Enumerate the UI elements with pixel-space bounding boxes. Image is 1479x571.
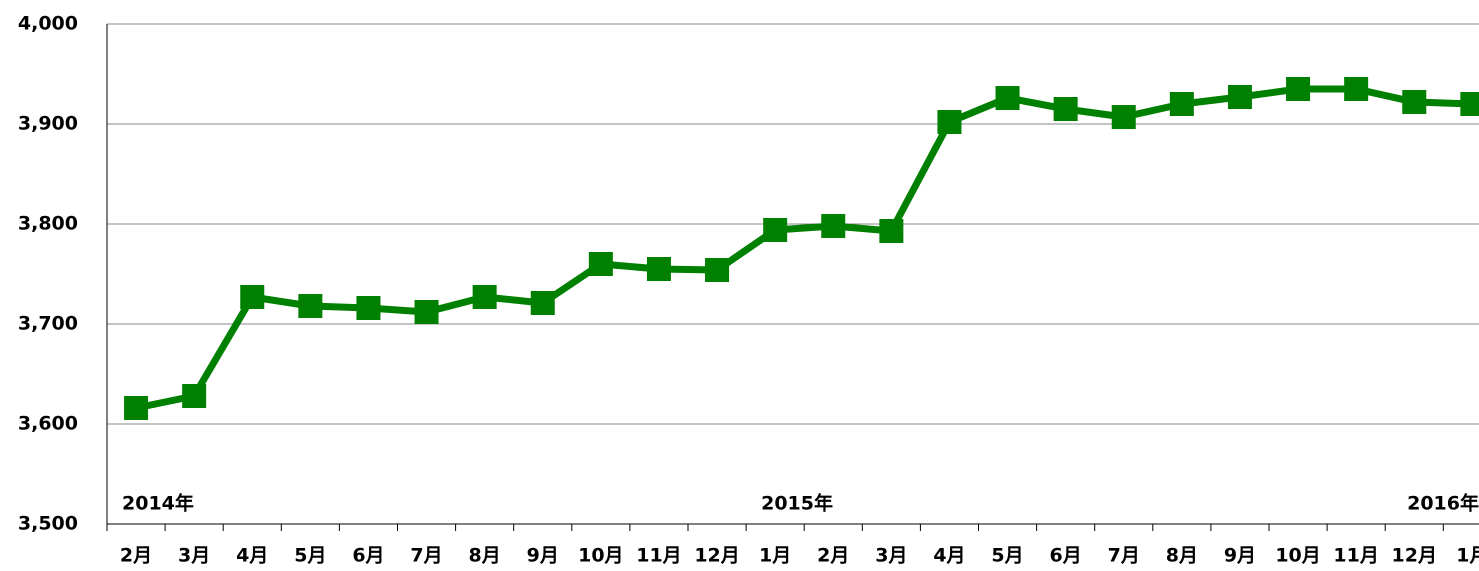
- marker: [705, 258, 730, 282]
- marker: [646, 257, 671, 281]
- x-tick-label: 11月: [636, 545, 681, 567]
- marker: [763, 218, 788, 242]
- x-tick-label: 11月: [1333, 545, 1378, 567]
- x-tick-label: 3月: [875, 545, 907, 567]
- x-tick-label: 10月: [578, 545, 623, 567]
- marker: [1169, 92, 1194, 116]
- x-tick-label: 7月: [1108, 545, 1140, 567]
- marker: [182, 384, 207, 408]
- y-tick-label: 4,000: [18, 13, 78, 35]
- x-tick-label: 1月: [759, 545, 791, 567]
- x-tick-label: 12月: [1392, 545, 1437, 567]
- y-tick-label: 3,900: [18, 113, 78, 135]
- x-tick-label: 12月: [694, 545, 739, 567]
- marker: [588, 252, 613, 276]
- year-label: 2015年: [761, 492, 833, 515]
- marker: [937, 110, 962, 134]
- marker: [995, 86, 1020, 110]
- x-tick-label: 7月: [410, 545, 442, 567]
- y-tick-label: 3,800: [18, 213, 78, 235]
- x-tick-label: 8月: [469, 545, 501, 567]
- x-tick-label: 9月: [1224, 545, 1256, 567]
- marker: [1286, 77, 1311, 101]
- marker: [1460, 92, 1479, 116]
- marker: [298, 294, 323, 318]
- marker: [1344, 77, 1369, 101]
- y-tick-label: 3,700: [18, 313, 78, 335]
- x-tick-label: 4月: [236, 545, 268, 567]
- marker: [1402, 90, 1427, 114]
- y-tick-label: 3,500: [18, 513, 78, 535]
- x-tick-label: 5月: [991, 545, 1023, 567]
- marker: [240, 285, 265, 309]
- marker: [1227, 85, 1252, 109]
- marker: [414, 300, 439, 324]
- x-tick-label: 6月: [352, 545, 384, 567]
- x-tick-label: 9月: [527, 545, 559, 567]
- marker: [1053, 97, 1078, 121]
- y-tick-label: 3,600: [18, 413, 78, 435]
- marker: [472, 285, 497, 309]
- x-tick-label: 3月: [178, 545, 210, 567]
- marker: [530, 291, 555, 315]
- year-label: 2014年: [122, 492, 194, 515]
- x-tick-label: 5月: [294, 545, 326, 567]
- x-tick-label: 8月: [1166, 545, 1198, 567]
- marker: [879, 219, 904, 243]
- year-label: 2016年: [1407, 492, 1479, 515]
- x-tick-label: 4月: [933, 545, 965, 567]
- x-tick-label: 2月: [817, 545, 849, 567]
- marker: [821, 214, 846, 238]
- x-tick-label: 2月: [120, 545, 152, 567]
- line: [135, 85, 1473, 412]
- marker: [356, 296, 381, 320]
- x-tick-label: 10月: [1275, 545, 1320, 567]
- marker: [1111, 105, 1136, 129]
- x-tick-label: 6月: [1050, 545, 1082, 567]
- x-tick-label: 1月: [1456, 545, 1479, 567]
- marker: [124, 396, 149, 420]
